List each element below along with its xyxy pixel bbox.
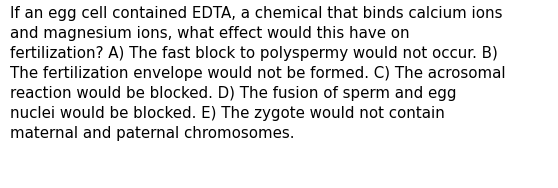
- Text: If an egg cell contained EDTA, a chemical that binds calcium ions
and magnesium : If an egg cell contained EDTA, a chemica…: [10, 6, 506, 141]
